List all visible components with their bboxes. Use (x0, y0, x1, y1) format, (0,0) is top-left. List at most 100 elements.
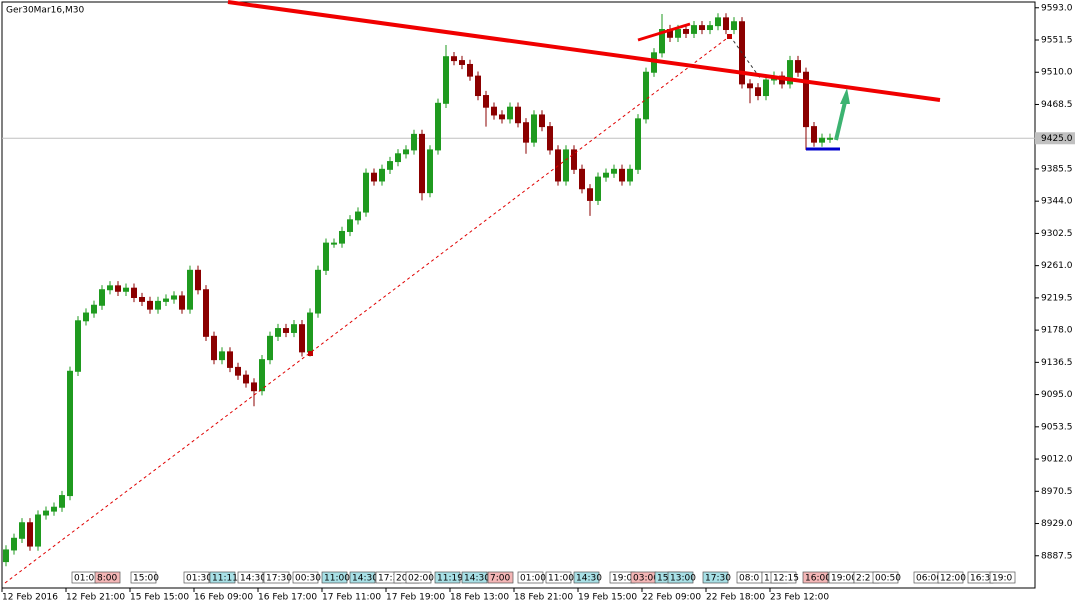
event-box (545, 571, 572, 584)
candle-body (603, 172, 609, 178)
candle-body (339, 230, 345, 244)
y-tick-label: 9510.0 (1041, 68, 1073, 78)
event-box (130, 571, 157, 584)
candle-body (211, 335, 217, 361)
event-label: 14:30 (464, 574, 490, 584)
event-label: 17:30 (266, 574, 292, 584)
event-box (573, 571, 600, 584)
y-tick-label: 9012.0 (1041, 455, 1073, 465)
candle-body (179, 295, 185, 310)
event-marker: 14:30 (461, 571, 490, 584)
candle-body (491, 106, 497, 116)
candle-body (139, 296, 145, 302)
candle-body (427, 149, 433, 194)
candle-body (251, 382, 257, 392)
x-tick-label: 12 Feb 21:00 (66, 593, 125, 603)
y-tick-label: 9178.0 (1041, 326, 1073, 336)
candle-body (563, 149, 569, 182)
candle-body (467, 63, 473, 77)
candle-body (115, 285, 121, 292)
current-price-label: 9425.0 (1041, 134, 1073, 144)
x-tick-label: 15 Feb 15:00 (130, 593, 189, 603)
y-tick-label: 9385.5 (1041, 164, 1073, 174)
event-label: 19:0 (992, 574, 1012, 584)
candle-body (259, 359, 265, 392)
event-label: 01:00 (520, 574, 546, 584)
candle-body (579, 168, 585, 190)
candle-body (307, 312, 313, 353)
candle-body (723, 17, 729, 31)
candle-body (515, 106, 521, 124)
candle-body (163, 298, 169, 302)
event-marker: 14:30 (349, 571, 378, 584)
x-tick-label: 23 Feb 12:00 (770, 593, 829, 603)
candle-body (691, 25, 697, 34)
candle-body (91, 304, 97, 314)
event-box (209, 571, 236, 584)
candle-body (19, 522, 25, 539)
event-marker: 17:30 (263, 571, 292, 584)
event-box (434, 571, 461, 584)
y-tick-label: 9053.5 (1041, 422, 1073, 432)
candle-body (451, 56, 457, 62)
y-tick-label: 9136.5 (1041, 358, 1073, 368)
candle-body (595, 176, 601, 201)
candle-body (627, 168, 633, 182)
candle-body (363, 172, 369, 213)
candle-body (699, 25, 705, 31)
event-marker: 14:30 (573, 571, 602, 584)
candle-body (107, 285, 113, 291)
candle-body (291, 324, 297, 333)
event-marker: 08:0 (736, 571, 763, 584)
candle-body (267, 335, 273, 361)
y-tick-label: 9302.5 (1041, 229, 1073, 239)
candle-body (443, 56, 449, 104)
candle-body (763, 79, 769, 97)
trend-line (227, 0, 941, 102)
point-marker (727, 34, 732, 39)
candle-body (499, 114, 505, 120)
candle-body (195, 269, 201, 291)
event-box (667, 571, 694, 584)
x-tick-label: 18 Feb 21:00 (514, 593, 573, 603)
event-label: 15 (657, 574, 668, 584)
candle-body (67, 370, 73, 497)
candle-body (227, 351, 233, 368)
candle-body (315, 269, 321, 314)
candle-body (587, 188, 593, 201)
event-label: 1 (764, 574, 770, 584)
event-label: 17:3 (378, 574, 398, 584)
trend-line (637, 22, 691, 42)
candle-body (659, 29, 665, 54)
dashed-link (729, 35, 761, 79)
event-box (802, 571, 829, 584)
chart-title: Ger30Mar16,M30 (6, 6, 84, 16)
event-box (405, 571, 432, 584)
event-label: 7:00 (490, 574, 510, 584)
event-marker: 12:00 (937, 571, 966, 584)
y-tick-label: 9593.0 (1041, 3, 1073, 13)
arrow-head (840, 88, 850, 104)
event-box (461, 571, 488, 584)
event-marker: 8:00 (94, 571, 121, 584)
event-label: 11:19 (437, 574, 463, 584)
event-label: 02:00 (408, 574, 434, 584)
event-box (770, 571, 797, 584)
candle-body (131, 287, 137, 298)
candle-body (299, 324, 305, 353)
event-label: 14:30 (240, 574, 266, 584)
event-box (937, 571, 964, 584)
event-marker: 7:00 (487, 571, 514, 584)
event-box (183, 571, 210, 584)
y-tick-label: 9095.0 (1041, 390, 1073, 400)
candle-body (243, 374, 249, 384)
candle-body (611, 168, 617, 174)
candle-body (347, 219, 353, 232)
candle-body (755, 87, 761, 97)
candle-body (459, 60, 465, 65)
event-marker: 11:11 (209, 571, 238, 584)
event-box (263, 571, 290, 584)
event-marker: 17:30 (702, 571, 731, 584)
candle-body (419, 133, 425, 194)
